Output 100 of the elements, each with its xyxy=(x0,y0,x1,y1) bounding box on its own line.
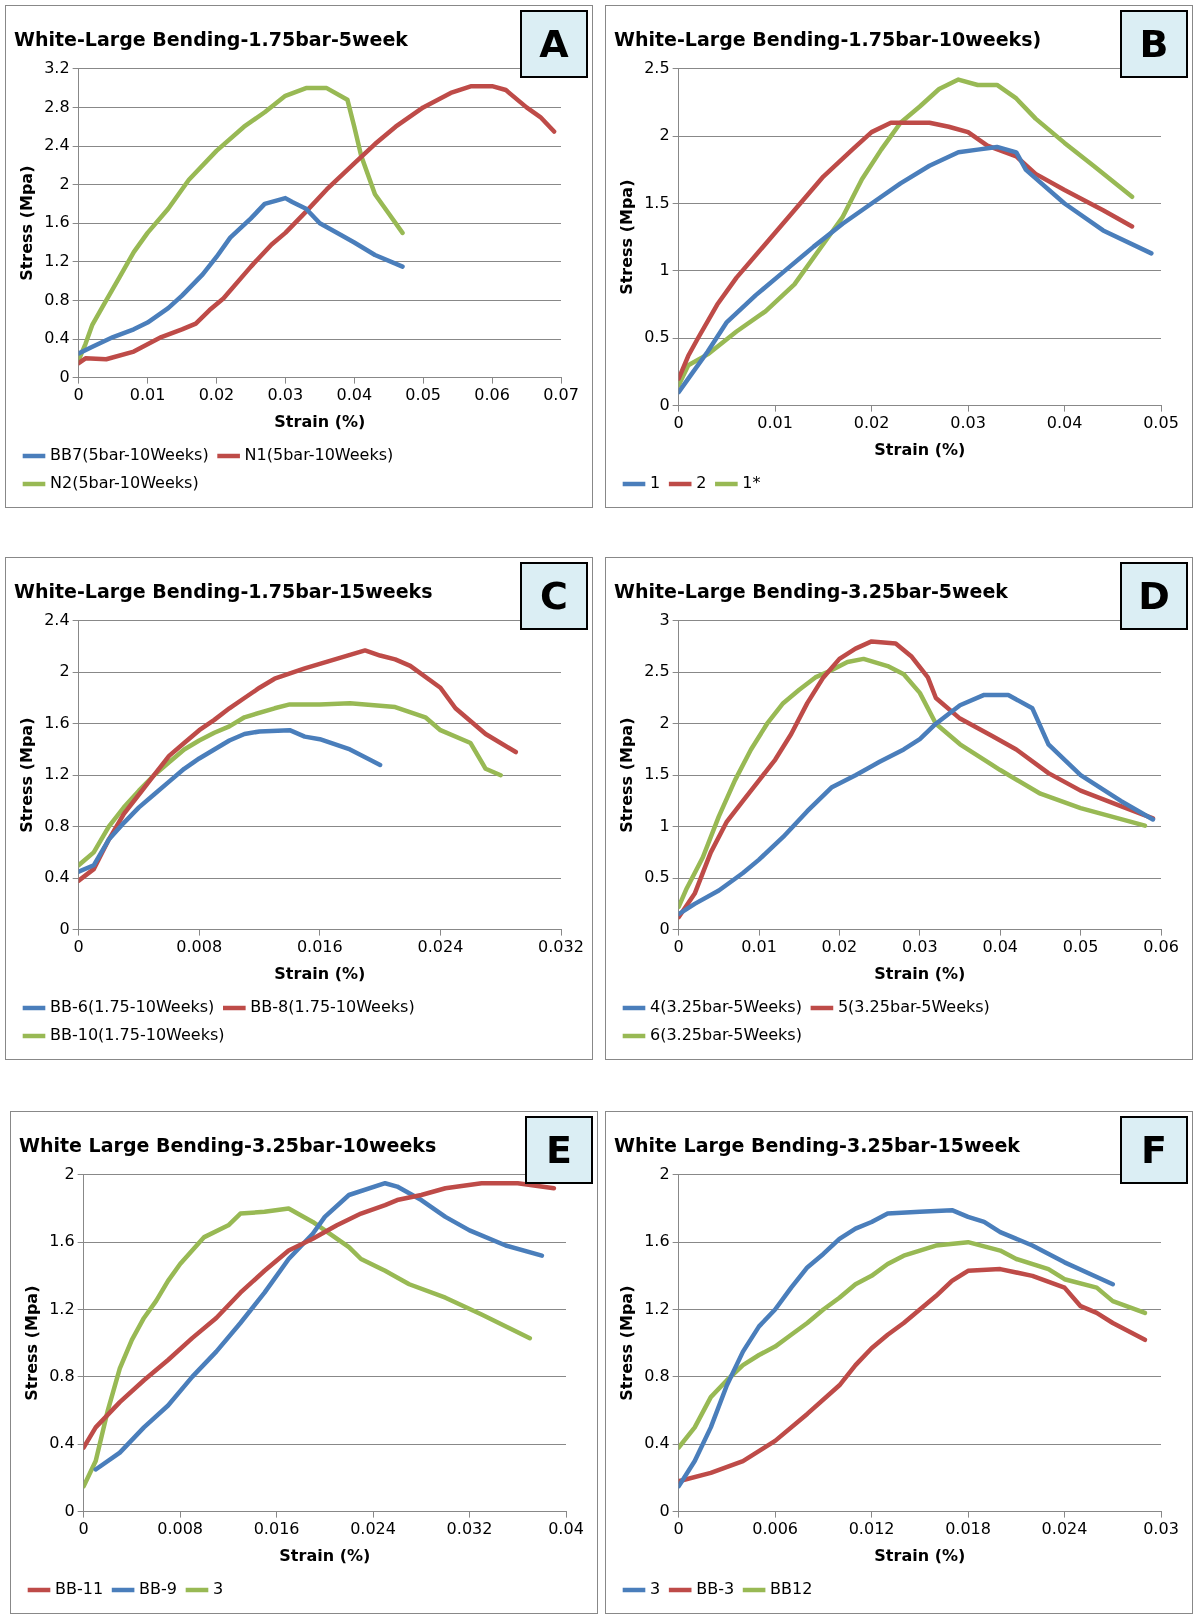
x-tick-label: 0.04 xyxy=(982,937,1019,957)
chart-title: White-Large Bending-1.75bar-10weeks) xyxy=(614,28,1042,51)
y-tick-label: 1.2 xyxy=(44,250,70,270)
x-tick-label: 0.02 xyxy=(198,385,235,405)
text: C xyxy=(520,562,588,630)
y-tick-label: 1 xyxy=(659,260,670,280)
y-tick-label: 2 xyxy=(659,712,670,732)
x-tick-label: 0.06 xyxy=(474,385,510,405)
chart-title: White Large Bending-3.25bar-10weeks xyxy=(19,1134,437,1157)
y-tick-label: 0.8 xyxy=(49,1366,75,1386)
x-axis-title: Strain (%) xyxy=(274,411,366,431)
y-tick-label: 0 xyxy=(59,366,70,386)
y-tick-label: 1.2 xyxy=(44,764,70,784)
y-tick-label: 3 xyxy=(659,609,670,629)
x-tick-label: 0.024 xyxy=(1041,1519,1088,1539)
y-tick-label: 2 xyxy=(64,1163,75,1183)
y-tick-label: 1.5 xyxy=(644,192,670,212)
y-tick-label: 2.5 xyxy=(644,661,670,681)
y-tick-label: 1.6 xyxy=(44,212,70,232)
x-axis-title: Strain (%) xyxy=(874,439,966,459)
x-tick-label: 0.04 xyxy=(548,1519,584,1539)
legend-label: BB-6(1.75-10Weeks) xyxy=(50,997,215,1017)
y-tick-label: 0.4 xyxy=(644,1433,670,1453)
legend-label: 3 xyxy=(212,1579,224,1599)
y-axis-title: Stress (Mpa) xyxy=(616,717,636,833)
x-tick-label: 0.01 xyxy=(757,413,793,433)
x-tick-label: 0 xyxy=(78,1519,89,1539)
y-tick-label: 1.6 xyxy=(44,712,70,732)
y-tick-label: 2 xyxy=(659,1163,670,1183)
y-tick-label: 1.2 xyxy=(644,1298,670,1318)
x-tick-label: 0.008 xyxy=(176,937,223,957)
x-tick-label: 0.032 xyxy=(446,1519,493,1539)
y-tick-label: 1.6 xyxy=(49,1231,75,1251)
x-tick-label: 0.02 xyxy=(821,937,858,957)
x-tick-label: 0.03 xyxy=(902,937,938,957)
y-tick-label: 3.2 xyxy=(44,57,70,77)
x-tick-label: 0.03 xyxy=(950,413,986,433)
x-tick-label: 0.024 xyxy=(350,1519,396,1539)
x-tick-label: 0.05 xyxy=(1062,937,1099,957)
y-axis-title: Stress (Mpa) xyxy=(16,165,36,281)
x-tick-label: 0.03 xyxy=(1143,1519,1179,1539)
y-tick-label: 0.8 xyxy=(44,289,70,309)
x-axis-title: Strain (%) xyxy=(874,963,966,983)
y-tick-label: 0.5 xyxy=(644,867,670,887)
x-tick-label: 0.02 xyxy=(853,413,890,433)
x-tick-label: 0.07 xyxy=(543,385,579,405)
legend-label: 5(3.25bar-5Weeks) xyxy=(837,997,990,1017)
y-tick-label: 1.5 xyxy=(644,764,670,784)
y-tick-label: 0 xyxy=(64,1500,75,1520)
legend-label: BB-3 xyxy=(696,1579,735,1599)
chart-title: White-Large Bending-1.75bar-5week xyxy=(14,28,409,51)
y-tick-label: 0.5 xyxy=(644,327,670,347)
y-axis-title: Stress (Mpa) xyxy=(616,1285,636,1401)
legend-label: 4(3.25bar-5Weeks) xyxy=(650,997,802,1017)
x-tick-label: 0.016 xyxy=(296,937,343,957)
x-tick-label: 0.01 xyxy=(741,937,777,957)
y-tick-label: 2.4 xyxy=(44,135,70,155)
x-tick-label: 0 xyxy=(673,413,684,433)
legend-label: BB-8(1.75-10Weeks) xyxy=(250,997,415,1017)
legend-label: 2 xyxy=(696,473,707,493)
legend-label: BB7(5bar-10Weeks) xyxy=(50,445,209,465)
y-axis-title: Stress (Mpa) xyxy=(16,717,36,833)
y-tick-label: 1.6 xyxy=(644,1231,670,1251)
y-tick-label: 0.4 xyxy=(44,867,70,887)
x-tick-label: 0.006 xyxy=(752,1519,799,1539)
x-tick-label: 0.032 xyxy=(538,937,584,957)
x-tick-label: 0.06 xyxy=(1143,937,1179,957)
x-tick-label: 0.016 xyxy=(253,1519,300,1539)
legend-label: 1* xyxy=(742,473,761,493)
y-tick-label: 0.8 xyxy=(644,1366,670,1386)
legend-label: N1(5bar-10Weeks) xyxy=(244,445,394,465)
y-tick-label: 1 xyxy=(659,815,670,835)
text: D xyxy=(1120,562,1188,630)
legend-label: BB-10(1.75-10Weeks) xyxy=(50,1025,225,1045)
chart-title: White-Large Bending-1.75bar-15weeks xyxy=(14,580,433,603)
x-tick-label: 0.05 xyxy=(405,385,441,405)
y-tick-label: 0.8 xyxy=(44,815,70,835)
chart-title: White Large Bending-3.25bar-15week xyxy=(614,1134,1021,1157)
y-tick-label: 0.4 xyxy=(44,328,70,348)
y-tick-label: 2 xyxy=(59,173,70,193)
y-tick-label: 0 xyxy=(659,1500,670,1520)
legend-label: BB-11 xyxy=(55,1579,104,1599)
text: E xyxy=(525,1116,593,1184)
y-tick-label: 0 xyxy=(59,918,70,938)
y-axis-title: Stress (Mpa) xyxy=(21,1285,41,1401)
x-axis-title: Strain (%) xyxy=(279,1545,371,1565)
legend-label: BB-9 xyxy=(139,1579,177,1599)
text: A xyxy=(520,10,588,78)
y-tick-label: 0.4 xyxy=(49,1433,75,1453)
x-axis-title: Strain (%) xyxy=(874,1545,966,1565)
x-tick-label: 0.024 xyxy=(417,937,464,957)
x-tick-label: 0 xyxy=(673,937,684,957)
x-tick-label: 0 xyxy=(673,1519,684,1539)
x-tick-label: 0.01 xyxy=(129,385,166,405)
x-tick-label: 0.03 xyxy=(267,385,304,405)
x-tick-label: 0.018 xyxy=(945,1519,991,1539)
y-tick-label: 2 xyxy=(659,125,670,145)
y-tick-label: 2 xyxy=(59,661,70,681)
y-tick-label: 0 xyxy=(659,918,670,938)
chart-title: White-Large Bending-3.25bar-5week xyxy=(614,580,1009,603)
